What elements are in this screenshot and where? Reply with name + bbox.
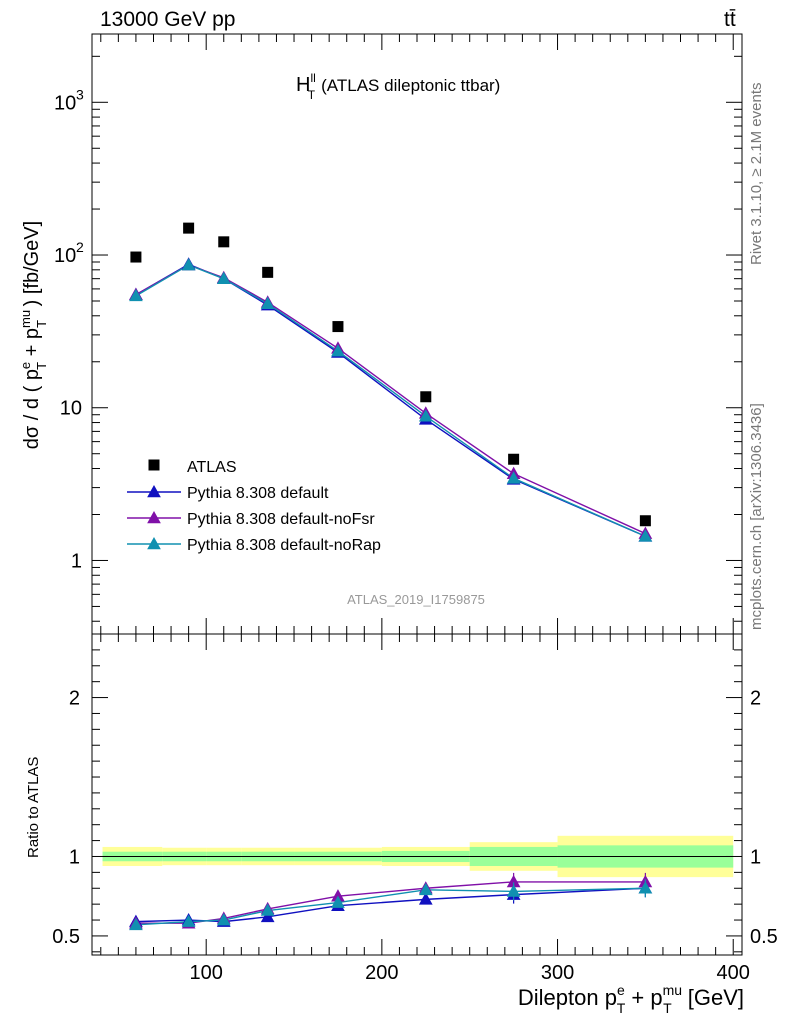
x-tick-label: 200 (365, 962, 398, 984)
data-point-mc (418, 409, 433, 422)
ratio-point (260, 903, 275, 916)
title-sub: T (308, 88, 316, 102)
process-label: tt̄ (724, 8, 736, 31)
y-tick-label: 1 (71, 550, 82, 572)
data-point-mc (260, 296, 275, 309)
data-point-atlas (420, 391, 432, 403)
legend-marker (147, 484, 161, 498)
ratio-point (216, 913, 231, 926)
data-point-atlas (639, 515, 651, 527)
y-tick-label: 10 (60, 398, 82, 420)
y-tick-label-exponent: 2 (76, 239, 84, 255)
ratio-point (331, 895, 345, 908)
ratio-y-tick-label: 0.5 (52, 926, 80, 948)
ratio-point (418, 892, 433, 905)
legend: ATLAS Pythia 8.308 default Pythia 8.308 de… (127, 459, 381, 554)
ratio-point (181, 914, 196, 927)
ratio-frame (91, 633, 743, 956)
data-point-atlas (183, 222, 195, 234)
energy-label: 13000 GeV pp (100, 8, 235, 31)
x-tick-label: 400 (717, 962, 750, 984)
data-point-mc (331, 344, 345, 357)
ratio-series-line (135, 881, 646, 924)
data-point-atlas (262, 266, 274, 278)
legend-label: Pythia 8.308 default-noFsr (187, 511, 375, 528)
y-tick-label: 10 (54, 92, 76, 114)
data-point-atlas (332, 321, 344, 333)
y-tick-label-exponent: 3 (76, 86, 84, 102)
x-tick-label: 100 (190, 962, 223, 984)
mcplots-label: mcplots.cern.ch [arXiv:1306.3436] (748, 403, 765, 630)
ratio-y-tick-label-right: 2 (750, 688, 761, 710)
main-y-axis-label: dσ / d ( peT + pmuT ) [fb/GeV] (18, 221, 49, 449)
data-point-atlas (130, 251, 142, 263)
legend-label: Pythia 8.308 default-noRap (187, 537, 381, 554)
x-axis-label: Dilepton pe T + pmu T [GeV] (518, 982, 744, 1016)
data-point-mc (181, 257, 196, 271)
data-point-mc (506, 471, 521, 484)
ratio-y-axis-label: Ratio to ATLAS (25, 757, 42, 858)
legend-marker (147, 536, 161, 550)
legend-label: ATLAS (187, 459, 237, 476)
ratio-y-tick-label: 2 (69, 688, 80, 710)
series-line (135, 264, 646, 537)
data-point-mc (129, 288, 143, 302)
ratio-point (260, 909, 275, 923)
legend-marker (147, 510, 161, 524)
title-rest: (ATLAS dileptonic ttbar) (321, 76, 500, 95)
ratio-point (129, 917, 143, 931)
data-point-atlas (508, 453, 520, 465)
title-main: H (296, 74, 310, 96)
ratio-y-tick-label-right: 0.5 (750, 926, 778, 948)
title-sup: ll (310, 71, 315, 85)
ratio-point (506, 884, 521, 897)
main-plot-title: Hll T (ATLAS dileptonic ttbar) (296, 71, 500, 102)
data-point-atlas (218, 236, 230, 248)
x-tick-label: 300 (541, 962, 574, 984)
analysis-id: ATLAS_2019_I1759875 (347, 592, 485, 607)
ratio-y-tick-label: 1 (69, 846, 80, 868)
rivet-label: Rivet 3.1.10, ≥ 2.1M events (748, 83, 765, 266)
svg-text:dσ / d ( peT + pmuT ) [fb/GeV]: dσ / d ( peT + pmuT ) [fb/GeV] (18, 221, 49, 449)
legend-label: Pythia 8.308 default (187, 485, 329, 502)
ratio-point (638, 881, 653, 894)
legend-marker-atlas (148, 459, 160, 471)
y-tick-label: 10 (54, 245, 76, 267)
ratio-y-tick-label-right: 1 (750, 846, 761, 868)
data-point-mc (216, 271, 231, 284)
ratio-series-line (135, 887, 646, 926)
ratio-series-line (135, 887, 646, 923)
svg-text:Dilepton peT + pmuT [GeV]: Dilepton pe T + pmu T [GeV] (518, 982, 744, 1016)
data-point-mc (638, 529, 653, 542)
ratio-point (418, 882, 433, 896)
